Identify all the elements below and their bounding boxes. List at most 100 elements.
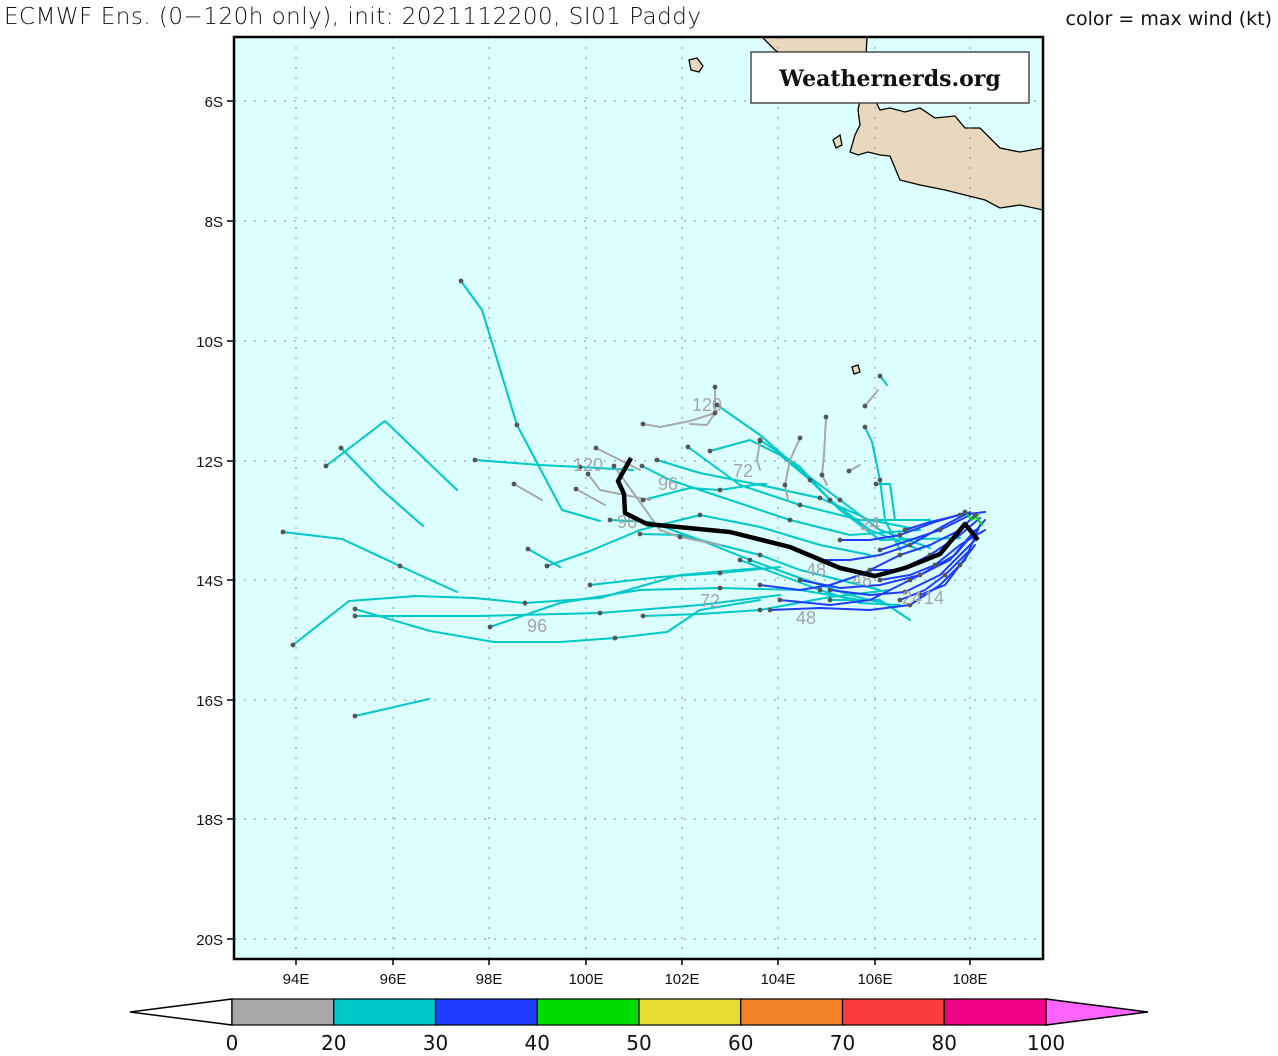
lon-tick-label: 104E xyxy=(760,971,795,988)
track-position-marker xyxy=(757,607,763,613)
track-endpoint-marker xyxy=(640,613,646,619)
lon-tick-label: 96E xyxy=(380,971,407,988)
member-track xyxy=(899,549,971,601)
track-endpoint-marker xyxy=(707,448,713,454)
colorbar-label: 20 xyxy=(321,1031,346,1055)
track-endpoint-marker xyxy=(867,567,873,573)
member-track xyxy=(474,459,634,471)
watermark-text: Weathernerds.org xyxy=(778,66,1001,92)
track-position-marker xyxy=(577,464,583,470)
track-endpoint-marker xyxy=(797,435,803,441)
track-endpoint-marker xyxy=(862,403,868,409)
track-position-marker xyxy=(897,532,903,538)
track-position-markers xyxy=(280,278,978,719)
member-track xyxy=(354,698,430,717)
longitude-axis: 94E 96E 98E 100E 102E 104E 106E 108E xyxy=(283,959,988,988)
colorbar-label: 40 xyxy=(525,1031,550,1055)
colorbar-bin xyxy=(943,998,1047,1026)
track-position-marker xyxy=(907,602,913,608)
member-track xyxy=(613,465,721,546)
track-position-marker xyxy=(712,410,718,416)
track-endpoint-marker xyxy=(737,557,743,563)
track-endpoint-marker xyxy=(797,577,803,583)
member-track xyxy=(489,587,861,628)
track-endpoint-marker xyxy=(290,642,296,648)
track-endpoint-marker xyxy=(972,512,978,518)
track-endpoint-marker xyxy=(585,471,591,477)
ensemble-mean-track xyxy=(615,456,980,579)
lat-tick-label: 6S xyxy=(205,94,223,111)
lat-tick-label: 18S xyxy=(196,812,223,829)
member-track xyxy=(513,483,543,501)
track-endpoint-marker xyxy=(654,457,660,463)
plot-frame xyxy=(232,35,1045,961)
colorbar-label: 100 xyxy=(1027,1031,1065,1055)
member-track xyxy=(656,459,911,529)
track-position-marker xyxy=(902,589,908,595)
colorbar-bin xyxy=(536,998,640,1026)
track-endpoint-marker xyxy=(352,606,358,612)
track-endpoint-marker xyxy=(593,445,599,451)
colorbar-label: 0 xyxy=(226,1031,239,1055)
track-position-marker xyxy=(514,422,520,428)
lat-tick-label: 12S xyxy=(196,454,223,471)
forecast-hour-label: 14 xyxy=(924,588,944,608)
track-endpoint-marker xyxy=(640,421,646,427)
track-endpoint-marker xyxy=(685,444,691,450)
lat-tick-label: 10S xyxy=(196,334,223,351)
track-position-marker xyxy=(717,570,723,576)
colorbar-bin xyxy=(740,998,844,1026)
track-position-marker xyxy=(907,577,913,583)
forecast-hour-label: 96 xyxy=(658,474,678,494)
lon-tick-label: 94E xyxy=(283,971,310,988)
track-position-marker xyxy=(819,472,825,478)
track-endpoint-marker xyxy=(897,597,903,603)
member-track xyxy=(904,511,986,531)
track-position-marker xyxy=(917,572,923,578)
colorbar-label: 60 xyxy=(728,1031,753,1055)
lon-tick-label: 102E xyxy=(664,971,699,988)
track-endpoint-marker xyxy=(573,486,579,492)
track-endpoint-marker xyxy=(714,402,720,408)
track-endpoint-marker xyxy=(917,592,923,598)
track-endpoint-marker xyxy=(525,546,531,552)
lat-tick-label: 20S xyxy=(196,932,223,949)
colorbar-bin xyxy=(434,998,538,1026)
track-position-marker xyxy=(907,542,913,548)
lat-tick-label: 14S xyxy=(196,573,223,590)
lon-tick-label: 100E xyxy=(568,971,603,988)
track-endpoint-marker xyxy=(902,527,908,533)
member-track xyxy=(784,437,801,501)
track-endpoint-marker xyxy=(827,597,833,603)
member-track xyxy=(292,567,761,646)
track-position-marker xyxy=(757,552,763,558)
member-track xyxy=(282,531,458,593)
track-endpoint-marker xyxy=(757,582,763,588)
member-track xyxy=(325,420,458,491)
track-endpoint-marker xyxy=(877,577,883,583)
latitude-axis: 6S 8S 10S 12S 14S 16S 18S 20S xyxy=(196,94,234,949)
track-position-marker xyxy=(597,610,603,616)
member-track xyxy=(575,488,606,506)
colorbar-label: 80 xyxy=(932,1031,957,1055)
track-endpoint-marker xyxy=(712,384,718,390)
track-endpoint-marker xyxy=(338,445,344,451)
member-track xyxy=(875,483,896,521)
member-track xyxy=(919,544,976,596)
member-track xyxy=(829,599,911,621)
colorbar-label: 50 xyxy=(626,1031,651,1055)
track-position-marker xyxy=(782,482,788,488)
track-position-marker xyxy=(877,477,883,483)
lat-tick-label: 16S xyxy=(196,693,223,710)
color-legend-note: color = max wind (kt) xyxy=(1065,8,1272,30)
track-position-marker xyxy=(817,587,823,593)
member-track xyxy=(589,566,781,586)
member-track xyxy=(864,389,879,407)
track-endpoint-marker xyxy=(877,547,883,553)
track-endpoint-marker xyxy=(544,563,550,569)
member-track xyxy=(821,416,828,486)
track-position-marker xyxy=(937,527,943,533)
watermark-box: Weathernerds.org xyxy=(750,51,1030,104)
track-position-marker xyxy=(942,572,948,578)
